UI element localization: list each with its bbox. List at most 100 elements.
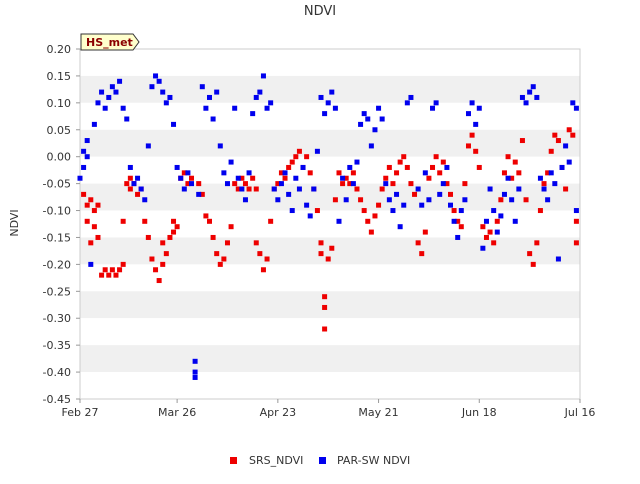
x-axis-ticks: Feb 27 Mar 26 Apr 23 May 21 Jun 18 Jul 16 [62,399,596,419]
point-par-sw-ndvi [430,105,436,111]
point-srs-ndvi [462,181,468,187]
point-par-sw-ndvi [199,84,205,90]
grid-band [80,183,580,211]
point-par-sw-ndvi [192,374,198,380]
point-par-sw-ndvi [304,202,310,208]
point-srs-ndvi [242,181,248,187]
point-srs-ndvi [95,202,101,208]
x-tick-label: May 21 [358,406,398,419]
point-par-sw-ndvi [573,105,579,111]
point-srs-ndvi [358,197,364,203]
point-srs-ndvi [322,326,328,332]
y-tick-label: -0.25 [43,285,71,298]
point-srs-ndvi [537,208,543,214]
point-srs-ndvi [401,154,407,160]
point-par-sw-ndvi [498,213,504,219]
point-par-sw-ndvi [440,181,446,187]
point-par-sw-ndvi [293,175,299,181]
point-srs-ndvi [135,191,141,197]
point-par-sw-ndvi [282,170,288,176]
point-srs-ndvi [430,164,436,170]
x-tick-label: Jul 16 [564,406,596,419]
point-srs-ndvi [106,272,112,278]
point-par-sw-ndvi [534,94,540,100]
point-srs-ndvi [156,278,162,284]
point-par-sw-ndvi [278,181,284,187]
grid-band [80,372,580,399]
point-par-sw-ndvi [401,202,407,208]
site-badge-label: HS_met [86,36,133,49]
point-srs-ndvi [88,240,94,246]
point-par-sw-ndvi [509,197,515,203]
point-srs-ndvi [465,143,471,149]
point-srs-ndvi [552,132,558,138]
point-par-sw-ndvi [235,175,241,181]
point-srs-ndvi [246,186,252,192]
point-srs-ndvi [509,175,515,181]
point-par-sw-ndvi [548,170,554,176]
point-srs-ndvi [383,175,389,181]
point-par-sw-ndvi [95,100,101,106]
point-srs-ndvi [350,170,356,176]
point-srs-ndvi [109,267,115,273]
point-par-sw-ndvi [257,89,263,95]
point-srs-ndvi [494,218,500,224]
point-par-sw-ndvi [153,73,159,79]
legend-label-par-sw-ndvi: PAR-SW NDVI [337,454,410,467]
point-srs-ndvi [95,234,101,240]
point-srs-ndvi [512,159,518,165]
point-srs-ndvi [304,154,310,160]
point-srs-ndvi [196,181,202,187]
point-par-sw-ndvi [314,148,320,154]
point-srs-ndvi [253,240,259,246]
point-srs-ndvi [343,175,349,181]
point-srs-ndvi [142,218,148,224]
point-par-sw-ndvi [376,105,382,111]
point-par-sw-ndvi [88,261,94,267]
point-par-sw-ndvi [476,105,482,111]
point-par-sw-ndvi [483,218,489,224]
point-par-sw-ndvi [469,100,475,106]
point-srs-ndvi [289,159,295,165]
point-srs-ndvi [235,186,241,192]
point-srs-ndvi [566,127,572,133]
point-srs-ndvi [476,164,482,170]
point-par-sw-ndvi [106,94,112,100]
point-par-sw-ndvi [419,202,425,208]
point-par-sw-ndvi [185,170,191,176]
point-par-sw-ndvi [206,94,212,100]
point-srs-ndvi [260,267,266,273]
point-par-sw-ndvi [232,105,238,111]
point-par-sw-ndvi [329,89,335,95]
point-srs-ndvi [91,224,97,230]
point-srs-ndvi [275,181,281,187]
legend-swatch-par-sw-ndvi [319,457,326,464]
point-srs-ndvi [264,256,270,262]
point-par-sw-ndvi [81,148,87,154]
point-par-sw-ndvi [246,170,252,176]
point-par-sw-ndvi [131,181,137,187]
point-srs-ndvi [174,224,180,230]
point-par-sw-ndvi [214,89,220,95]
point-par-sw-ndvi [127,164,133,170]
point-par-sw-ndvi [372,127,378,133]
point-par-sw-ndvi [422,170,428,176]
y-tick-label: -0.15 [43,231,71,244]
point-srs-ndvi [491,240,497,246]
point-srs-ndvi [120,261,126,267]
point-par-sw-ndvi [325,100,331,106]
grid-band [80,318,580,346]
point-srs-ndvi [127,175,133,181]
point-par-sw-ndvi [487,186,493,192]
point-srs-ndvi [160,240,166,246]
point-par-sw-ndvi [404,100,410,106]
point-srs-ndvi [203,213,209,219]
point-srs-ndvi [563,186,569,192]
point-par-sw-ndvi [142,197,148,203]
point-par-sw-ndvi [84,138,90,144]
y-tick-label: -0.30 [43,312,71,325]
point-srs-ndvi [199,191,205,197]
point-srs-ndvi [570,132,576,138]
point-par-sw-ndvi [494,229,500,235]
